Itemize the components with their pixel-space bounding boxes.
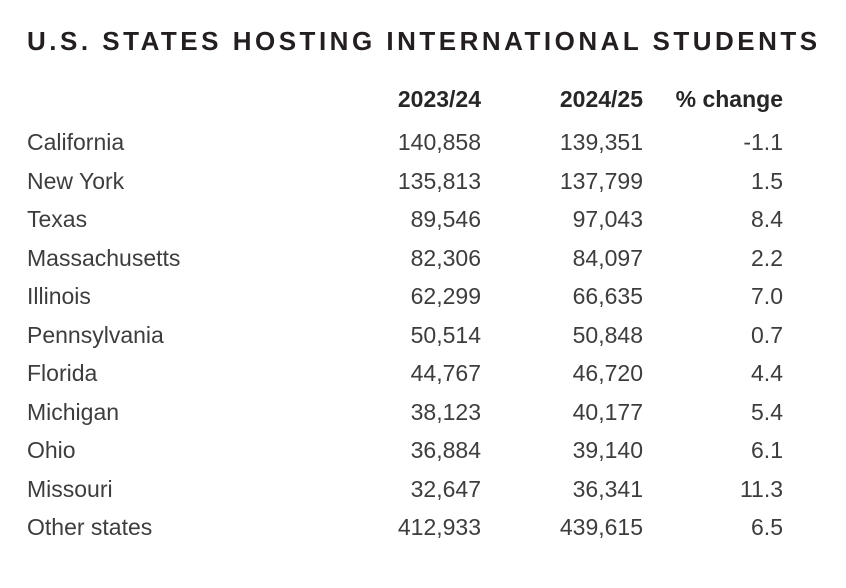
- pct-change-cell: 6.1: [751, 437, 783, 463]
- value-2023-24-cell: 36,884: [410, 437, 481, 463]
- table-row: Massachusetts 82,306 84,097 2.2: [27, 239, 783, 278]
- state-name-cell: Illinois: [27, 283, 91, 309]
- state-name-cell: Ohio: [27, 437, 76, 463]
- value-2024-25-cell: 36,341: [572, 475, 643, 502]
- pct-change-cell: 11.3: [739, 475, 783, 502]
- value-2023-24-cell: 50,514: [410, 321, 481, 348]
- table-row: Texas 89,546 97,043 8.4: [27, 200, 783, 239]
- value-2024-25-cell: 39,140: [572, 437, 643, 463]
- pct-change-cell: 0.7: [751, 321, 783, 348]
- value-2023-24-cell: 62,299: [410, 283, 481, 309]
- table-body: California 140,858 139,351 -1.1 New York…: [27, 123, 783, 547]
- state-name-cell: California: [27, 129, 125, 155]
- column-header-pct-change: % change: [675, 86, 783, 112]
- state-name-cell: Missouri: [27, 475, 113, 502]
- value-2023-24-cell: 140,858: [397, 129, 481, 155]
- table-row: New York 135,813 137,799 1.5: [27, 162, 783, 201]
- pct-change-cell: 6.5: [751, 514, 783, 540]
- column-header-2024-25: 2024/25: [559, 86, 643, 112]
- pct-change-cell: 8.4: [751, 206, 783, 232]
- table-row: Other states 412,933 439,615 6.5: [27, 508, 783, 547]
- state-name-cell: New York: [27, 167, 125, 194]
- international-students-table: 2023/24 2024/25 % change California 140,…: [27, 85, 783, 547]
- value-2024-25-cell: 50,848: [572, 321, 643, 348]
- pct-change-cell: 5.4: [751, 398, 783, 425]
- value-2023-24-cell: 135,813: [397, 167, 481, 194]
- value-2023-24-cell: 89,546: [410, 206, 481, 232]
- value-2023-24-cell: 412,933: [397, 514, 481, 540]
- value-2024-25-cell: 46,720: [572, 360, 643, 386]
- value-2024-25-cell: 84,097: [572, 244, 643, 271]
- pct-change-cell: -1.1: [743, 129, 783, 155]
- state-name-cell: Texas: [27, 206, 88, 232]
- value-2024-25-cell: 139,351: [559, 129, 643, 155]
- state-name-cell: Florida: [27, 360, 98, 386]
- table-row: Missouri 32,647 36,341 11.3: [27, 470, 783, 509]
- value-2023-24-cell: 82,306: [410, 244, 481, 271]
- value-2024-25-cell: 97,043: [572, 206, 643, 232]
- value-2024-25-cell: 66,635: [572, 283, 643, 309]
- state-name-cell: Michigan: [27, 398, 120, 425]
- table-row: Michigan 38,123 40,177 5.4: [27, 393, 783, 432]
- table-header-row: 2023/24 2024/25 % change: [27, 85, 783, 123]
- pct-change-cell: 2.2: [751, 244, 783, 271]
- pct-change-cell: 4.4: [751, 360, 783, 386]
- value-2024-25-cell: 137,799: [559, 167, 643, 194]
- value-2023-24-cell: 32,647: [410, 475, 481, 502]
- table-row: Ohio 36,884 39,140 6.1: [27, 431, 783, 470]
- value-2024-25-cell: 40,177: [572, 398, 643, 425]
- column-header-2023-24: 2023/24: [397, 86, 481, 112]
- figure-title: U.S. STATES HOSTING INTERNATIONAL STUDEN…: [27, 26, 821, 56]
- column-header-state: [27, 85, 350, 123]
- value-2023-24-cell: 44,767: [410, 360, 481, 386]
- pct-change-cell: 7.0: [751, 283, 783, 309]
- state-name-cell: Pennsylvania: [27, 321, 164, 348]
- table-row: Florida 44,767 46,720 4.4: [27, 354, 783, 393]
- table-row: California 140,858 139,351 -1.1: [27, 123, 783, 162]
- table-row: Illinois 62,299 66,635 7.0: [27, 277, 783, 316]
- table-row: Pennsylvania 50,514 50,848 0.7: [27, 316, 783, 355]
- pct-change-cell: 1.5: [751, 167, 783, 194]
- value-2023-24-cell: 38,123: [410, 398, 481, 425]
- state-name-cell: Massachusetts: [27, 244, 181, 271]
- value-2024-25-cell: 439,615: [559, 514, 643, 540]
- state-name-cell: Other states: [27, 514, 153, 540]
